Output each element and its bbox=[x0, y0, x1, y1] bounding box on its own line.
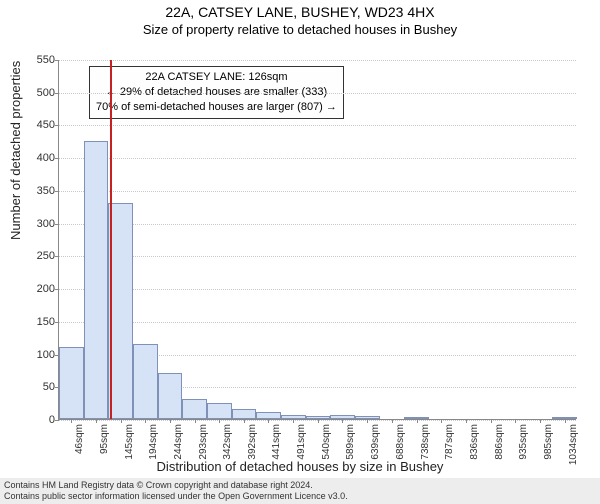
x-tick-label: 985sqm bbox=[543, 424, 554, 460]
y-tick-mark bbox=[55, 93, 59, 94]
x-tick-label: 95sqm bbox=[99, 424, 110, 454]
histogram-bar bbox=[84, 141, 109, 419]
y-tick-label: 200 bbox=[37, 283, 55, 295]
x-tick-label: 46sqm bbox=[74, 424, 85, 454]
grid-line bbox=[59, 191, 576, 192]
x-tick-mark bbox=[121, 419, 122, 423]
y-tick-mark bbox=[55, 322, 59, 323]
y-tick-label: 300 bbox=[37, 218, 55, 230]
histogram-bar bbox=[182, 399, 207, 419]
x-axis-label: Distribution of detached houses by size … bbox=[0, 459, 600, 474]
x-tick-mark bbox=[466, 419, 467, 423]
x-tick-label: 836sqm bbox=[469, 424, 480, 460]
histogram-plot-area: 22A CATSEY LANE: 126sqm ← 29% of detache… bbox=[58, 60, 576, 420]
x-tick-label: 738sqm bbox=[420, 424, 431, 460]
x-tick-label: 886sqm bbox=[494, 424, 505, 460]
y-tick-mark bbox=[55, 420, 59, 421]
y-axis-label: Number of detached properties bbox=[8, 61, 23, 240]
x-tick-mark bbox=[491, 419, 492, 423]
callout-line-1: 22A CATSEY LANE: 126sqm bbox=[96, 70, 337, 85]
histogram-bar bbox=[158, 373, 183, 419]
x-tick-label: 145sqm bbox=[124, 424, 135, 460]
y-tick-label: 400 bbox=[37, 152, 55, 164]
x-tick-mark bbox=[145, 419, 146, 423]
page-title: 22A, CATSEY LANE, BUSHEY, WD23 4HX bbox=[0, 4, 600, 20]
histogram-bar bbox=[133, 344, 158, 419]
grid-line bbox=[59, 224, 576, 225]
x-tick-label: 589sqm bbox=[345, 424, 356, 460]
x-tick-label: 293sqm bbox=[198, 424, 209, 460]
x-tick-mark bbox=[417, 419, 418, 423]
y-tick-label: 50 bbox=[43, 381, 55, 393]
x-tick-label: 935sqm bbox=[518, 424, 529, 460]
x-tick-label: 639sqm bbox=[370, 424, 381, 460]
grid-line bbox=[59, 60, 576, 61]
attribution-line-2: Contains public sector information licen… bbox=[4, 491, 596, 502]
y-tick-label: 250 bbox=[37, 250, 55, 262]
grid-line bbox=[59, 289, 576, 290]
y-tick-label: 0 bbox=[49, 414, 55, 426]
x-tick-mark bbox=[392, 419, 393, 423]
x-tick-mark bbox=[441, 419, 442, 423]
x-tick-mark bbox=[565, 419, 566, 423]
histogram-bar bbox=[59, 347, 84, 419]
x-tick-label: 392sqm bbox=[247, 424, 258, 460]
x-tick-label: 688sqm bbox=[395, 424, 406, 460]
callout-line-3: 70% of semi-detached houses are larger (… bbox=[96, 100, 337, 115]
x-tick-mark bbox=[318, 419, 319, 423]
y-tick-mark bbox=[55, 191, 59, 192]
grid-line bbox=[59, 158, 576, 159]
histogram-bar bbox=[207, 403, 232, 419]
y-tick-label: 150 bbox=[37, 316, 55, 328]
x-tick-label: 491sqm bbox=[296, 424, 307, 460]
x-tick-mark bbox=[293, 419, 294, 423]
y-tick-label: 550 bbox=[37, 54, 55, 66]
y-tick-label: 450 bbox=[37, 119, 55, 131]
page-subtitle: Size of property relative to detached ho… bbox=[0, 22, 600, 37]
property-marker-line bbox=[110, 60, 112, 419]
x-tick-mark bbox=[195, 419, 196, 423]
y-tick-label: 100 bbox=[37, 349, 55, 361]
y-tick-mark bbox=[55, 60, 59, 61]
x-tick-mark bbox=[342, 419, 343, 423]
x-tick-mark bbox=[268, 419, 269, 423]
y-tick-mark bbox=[55, 125, 59, 126]
x-tick-label: 342sqm bbox=[222, 424, 233, 460]
y-tick-label: 500 bbox=[37, 87, 55, 99]
y-tick-mark bbox=[55, 289, 59, 290]
x-tick-label: 787sqm bbox=[444, 424, 455, 460]
y-tick-mark bbox=[55, 256, 59, 257]
x-tick-mark bbox=[244, 419, 245, 423]
x-tick-label: 194sqm bbox=[148, 424, 159, 460]
grid-line bbox=[59, 125, 576, 126]
x-tick-mark bbox=[219, 419, 220, 423]
x-tick-mark bbox=[71, 419, 72, 423]
y-tick-label: 350 bbox=[37, 185, 55, 197]
grid-line bbox=[59, 93, 576, 94]
y-tick-mark bbox=[55, 158, 59, 159]
grid-line bbox=[59, 256, 576, 257]
x-tick-mark bbox=[170, 419, 171, 423]
x-tick-label: 441sqm bbox=[271, 424, 282, 460]
attribution-footer: Contains HM Land Registry data © Crown c… bbox=[0, 478, 600, 504]
x-tick-mark bbox=[515, 419, 516, 423]
y-tick-mark bbox=[55, 224, 59, 225]
histogram-bar bbox=[232, 409, 257, 419]
x-tick-mark bbox=[96, 419, 97, 423]
x-tick-mark bbox=[367, 419, 368, 423]
x-tick-mark bbox=[540, 419, 541, 423]
x-tick-label: 540sqm bbox=[321, 424, 332, 460]
x-tick-label: 244sqm bbox=[173, 424, 184, 460]
attribution-line-1: Contains HM Land Registry data © Crown c… bbox=[4, 480, 596, 491]
grid-line bbox=[59, 322, 576, 323]
